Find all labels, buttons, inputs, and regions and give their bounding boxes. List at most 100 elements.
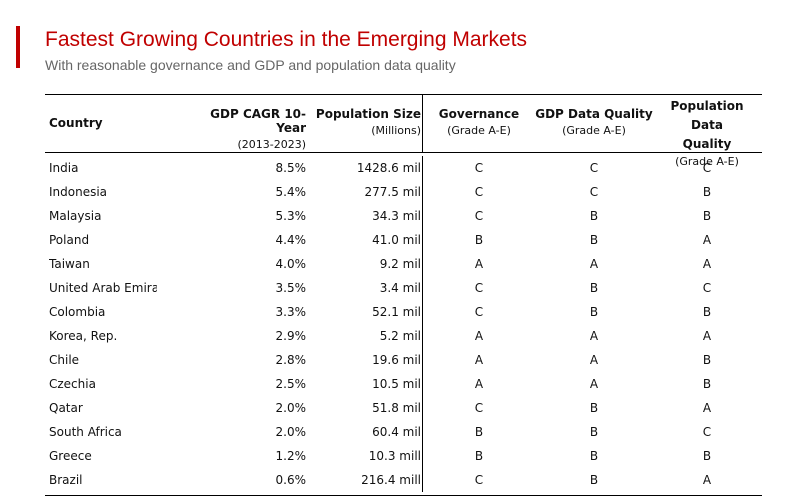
header-country-label: Country [49, 116, 103, 130]
cell-gdp-quality: B [589, 209, 599, 223]
table-row: Greece 1.2% 10.3 mill B B B [45, 444, 762, 468]
cell-pop-quality: A [702, 257, 712, 271]
data-table: Country GDP CAGR 10-Year (2013-2023) Pop… [45, 94, 762, 496]
cell-gdp-cagr: 2.0% [275, 425, 307, 439]
cell-population: 52.1 mil [372, 305, 421, 319]
cell-population: 1428.6 mil [356, 161, 421, 175]
cell-population: 19.6 mil [372, 353, 421, 367]
cell-pop-quality: A [702, 329, 712, 343]
cell-country: South Africa [49, 425, 122, 439]
cell-governance: B [474, 233, 484, 247]
cell-population: 9.2 mil [379, 257, 421, 271]
cell-population: 51.8 mil [372, 401, 421, 415]
cell-country: Chile [49, 353, 80, 367]
page-subtitle: With reasonable governance and GDP and p… [45, 57, 456, 73]
cell-country: Indonesia [49, 185, 108, 199]
page-title: Fastest Growing Countries in the Emergin… [45, 28, 528, 51]
cell-governance: C [474, 209, 484, 223]
header-governance-label: Governance [438, 107, 520, 121]
cell-population: 216.4 mill [361, 473, 421, 487]
cell-gdp-cagr: 2.0% [275, 401, 307, 415]
cell-population: 3.4 mil [379, 281, 421, 295]
table-row: Indonesia 5.4% 277.5 mil C C B [45, 180, 762, 204]
header-population: Population Size (Millions) [310, 107, 421, 137]
header-gdp-quality: GDP Data Quality (Grade A-E) [535, 107, 653, 137]
cell-governance: B [474, 449, 484, 463]
table-row: Korea, Rep. 2.9% 5.2 mil A A A [45, 324, 762, 348]
cell-governance: C [474, 401, 484, 415]
cell-gdp-quality: C [589, 185, 599, 199]
table-row: Taiwan 4.0% 9.2 mil A A A [45, 252, 762, 276]
column-divider-body [422, 156, 423, 492]
cell-gdp-quality: B [589, 281, 599, 295]
cell-country: Malaysia [49, 209, 102, 223]
cell-gdp-quality: B [589, 233, 599, 247]
cell-gdp-quality: A [589, 377, 599, 391]
cell-pop-quality: A [702, 401, 712, 415]
cell-gdp-quality: A [589, 257, 599, 271]
cell-population: 10.5 mil [372, 377, 421, 391]
cell-gdp-quality: B [589, 305, 599, 319]
header-country: Country [49, 116, 103, 130]
cell-pop-quality: A [702, 233, 712, 247]
cell-pop-quality: B [702, 209, 712, 223]
header-pop-quality-label-1: Population Data [670, 99, 744, 132]
cell-gdp-cagr: 8.5% [275, 161, 307, 175]
column-divider [422, 95, 423, 152]
cell-gdp-quality: A [589, 329, 599, 343]
cell-pop-quality: B [702, 377, 712, 391]
cell-country: Korea, Rep. [49, 329, 118, 343]
cell-governance: C [474, 185, 484, 199]
cell-country: United Arab Emirat [49, 281, 157, 295]
header-governance: Governance (Grade A-E) [429, 107, 529, 137]
table-bottom-rule [45, 495, 762, 496]
cell-gdp-cagr: 5.3% [275, 209, 307, 223]
table-header: Country GDP CAGR 10-Year (2013-2023) Pop… [45, 95, 762, 168]
table-row: Czechia 2.5% 10.5 mil A A B [45, 372, 762, 396]
cell-gdp-quality: C [589, 161, 599, 175]
cell-population: 41.0 mil [372, 233, 421, 247]
cell-gdp-cagr: 2.5% [275, 377, 307, 391]
table-row: Colombia 3.3% 52.1 mil C B B [45, 300, 762, 324]
cell-country: Poland [49, 233, 90, 247]
cell-governance: A [474, 329, 484, 343]
cell-governance: B [474, 425, 484, 439]
table-row: Brazil 0.6% 216.4 mill C B A [45, 468, 762, 492]
cell-governance: A [474, 353, 484, 367]
header-gdp-cagr-sub: (2013-2023) [237, 138, 306, 151]
header-pop-quality-sub: (Grade A-E) [675, 155, 739, 168]
cell-gdp-cagr: 0.6% [275, 473, 307, 487]
cell-gdp-cagr: 2.8% [275, 353, 307, 367]
cell-pop-quality: B [702, 305, 712, 319]
cell-country: Brazil [49, 473, 83, 487]
cell-pop-quality: B [702, 353, 712, 367]
cell-gdp-quality: B [589, 401, 599, 415]
cell-country: Taiwan [49, 257, 90, 271]
header-gdp-quality-label: GDP Data Quality [535, 107, 653, 121]
header-population-sub: (Millions) [371, 124, 421, 137]
table-row: South Africa 2.0% 60.4 mil B B C [45, 420, 762, 444]
cell-population: 34.3 mil [372, 209, 421, 223]
cell-governance: C [474, 305, 484, 319]
cell-gdp-quality: B [589, 473, 599, 487]
cell-gdp-quality: B [589, 425, 599, 439]
cell-country: India [49, 161, 79, 175]
cell-governance: A [474, 377, 484, 391]
cell-pop-quality: C [702, 281, 712, 295]
cell-gdp-cagr: 4.4% [275, 233, 307, 247]
cell-country: Czechia [49, 377, 96, 391]
cell-country: Greece [49, 449, 92, 463]
header-gdp-cagr-label: GDP CAGR 10-Year [210, 107, 306, 135]
header-pop-quality-label-2: Quality [682, 137, 732, 151]
cell-pop-quality: C [702, 161, 712, 175]
cell-governance: C [474, 473, 484, 487]
cell-gdp-cagr: 3.3% [275, 305, 307, 319]
header-governance-sub: (Grade A-E) [447, 124, 511, 137]
table-top-rule [45, 94, 762, 95]
table-row: United Arab Emirat 3.5% 3.4 mil C B C [45, 276, 762, 300]
table-row: India 8.5% 1428.6 mil C C C [45, 156, 762, 180]
cell-population: 5.2 mil [379, 329, 421, 343]
table-body: India 8.5% 1428.6 mil C C C Indonesia 5.4% 277.5… [45, 156, 762, 492]
cell-gdp-cagr: 5.4% [275, 185, 307, 199]
table-row: Chile 2.8% 19.6 mil A A B [45, 348, 762, 372]
